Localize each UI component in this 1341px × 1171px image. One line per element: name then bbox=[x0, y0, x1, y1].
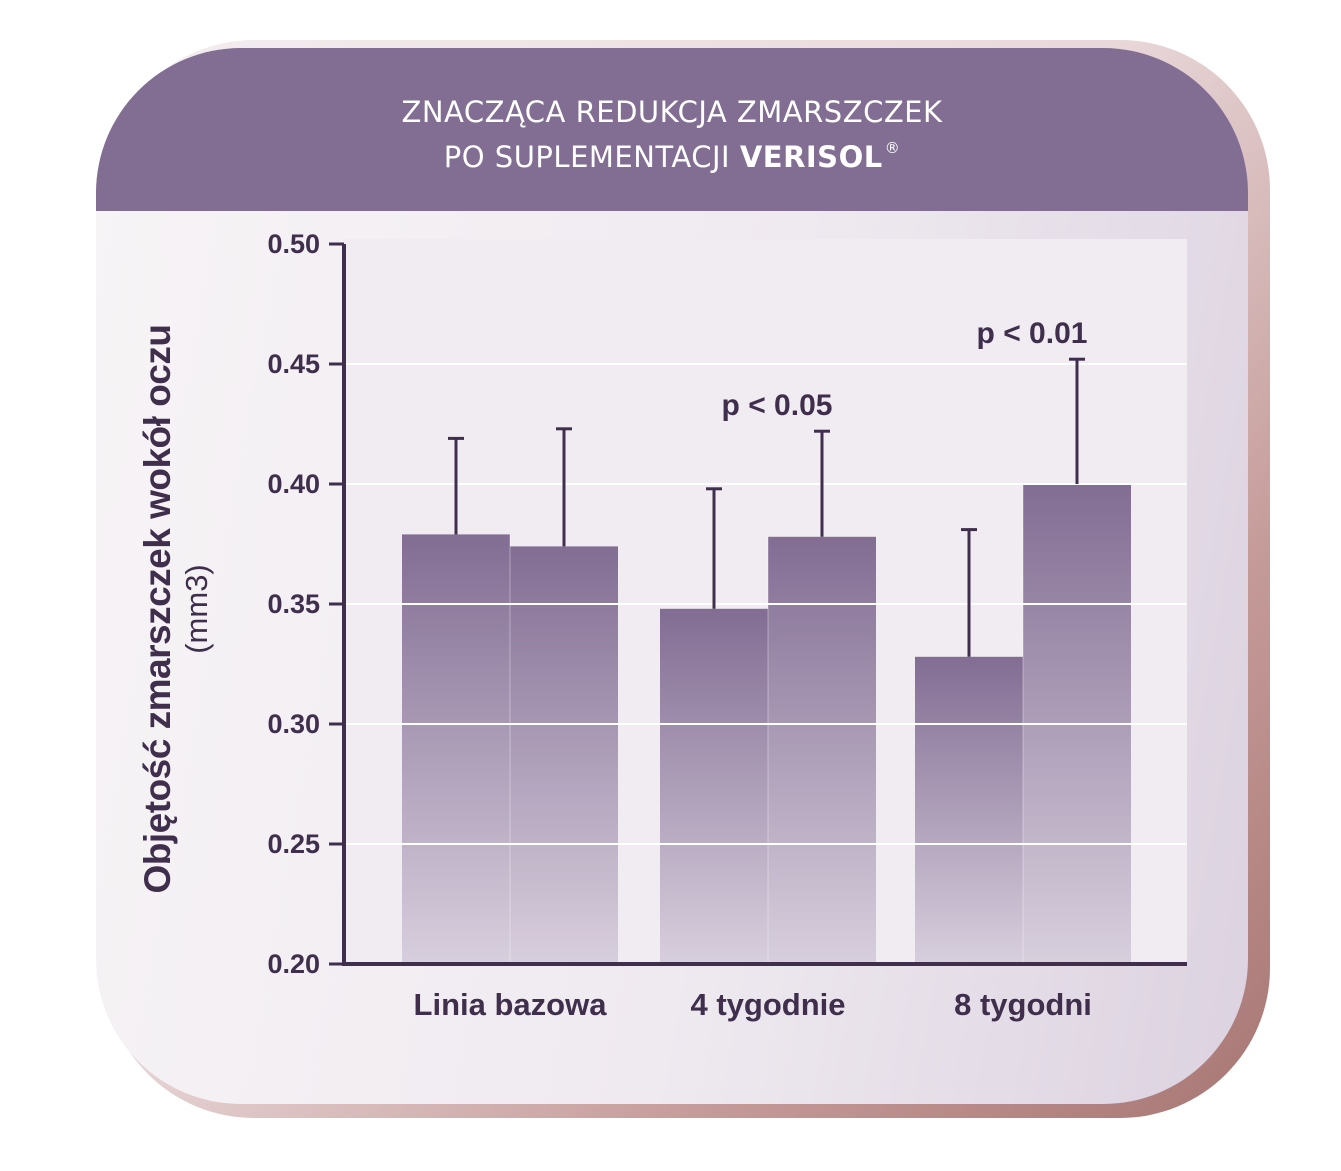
y-tick-label: 0.25 bbox=[267, 829, 320, 859]
chart-title-line1: ZNACZĄCA REDUKCJA ZMARSZCZEK bbox=[401, 95, 943, 129]
bar-b-2 bbox=[768, 536, 876, 964]
title-banner: ZNACZĄCA REDUKCJA ZMARSZCZEK PO SUPLEMEN… bbox=[96, 48, 1248, 211]
x-category-label: 8 tygodni bbox=[954, 987, 1092, 1022]
y-tick-label: 0.50 bbox=[267, 229, 320, 259]
bar-a-1 bbox=[402, 534, 510, 964]
chart-title-line2: PO SUPLEMENTACJI VERISOL ® bbox=[96, 139, 1248, 174]
brand-name: VERISOL bbox=[739, 140, 883, 174]
error-bars bbox=[448, 357, 1085, 657]
y-axis-unit: (mm3) bbox=[179, 564, 214, 654]
bar-a-3 bbox=[915, 656, 1023, 964]
bar-b-1 bbox=[510, 546, 618, 964]
bars bbox=[402, 484, 1131, 964]
significance-label: p < 0.05 bbox=[722, 389, 833, 422]
y-axis-title: Objętość zmarszczek wokół oczu bbox=[137, 324, 178, 894]
labels: 0.50 0.45 0.40 0.35 0.30 0.25 0.20 Linia bazowa… bbox=[267, 229, 1091, 1022]
x-category-label: 4 tygodnie bbox=[690, 987, 845, 1022]
y-tick-label: 0.20 bbox=[267, 949, 320, 979]
y-tick-label: 0.30 bbox=[267, 709, 320, 739]
y-tick-label: 0.45 bbox=[267, 349, 320, 379]
x-category-label: Linia bazowa bbox=[414, 987, 608, 1022]
chart-title-prefix: PO SUPLEMENTACJI bbox=[443, 140, 740, 174]
significance-label: p < 0.01 bbox=[977, 317, 1088, 350]
axes bbox=[329, 242, 1187, 966]
y-tick-label: 0.40 bbox=[267, 469, 320, 499]
registered-mark: ® bbox=[884, 139, 901, 157]
bar-a-2 bbox=[660, 608, 768, 964]
gridlines bbox=[344, 363, 1187, 845]
y-tick-label: 0.35 bbox=[267, 589, 320, 619]
